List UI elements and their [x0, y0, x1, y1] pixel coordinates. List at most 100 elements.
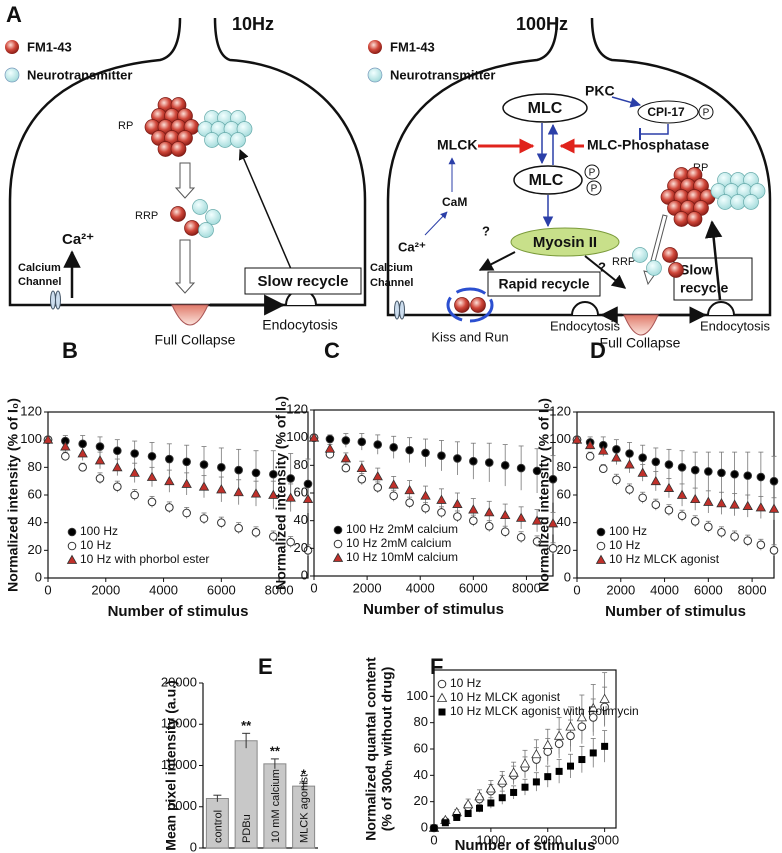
point: [112, 462, 123, 472]
phospho: [586, 180, 602, 196]
legend-label: 10 Hz 10mM calcium: [346, 550, 458, 564]
x-tick-label: 6000: [207, 582, 236, 597]
point: [677, 463, 687, 472]
arrow: [611, 96, 642, 108]
nt-vesicle: [632, 247, 648, 263]
calcium-channel: [394, 300, 405, 320]
y-axis-label: Normalized quantal content: [363, 657, 379, 841]
point: [677, 511, 687, 521]
label: Ca²⁺: [62, 231, 94, 248]
point: [484, 521, 494, 531]
point: [303, 479, 313, 489]
point: [233, 486, 244, 497]
arrow: [424, 211, 448, 236]
y-tick-label: 60: [28, 486, 42, 501]
y-tick-label: 40: [28, 514, 42, 529]
point: [588, 713, 598, 722]
label: Calcium: [370, 262, 413, 274]
point: [453, 454, 462, 463]
point: [436, 494, 447, 504]
y-tick-label: 60: [294, 484, 308, 499]
y-tick-label: 40: [294, 512, 308, 527]
point: [544, 773, 552, 781]
point: [130, 490, 139, 500]
point: [468, 504, 479, 514]
bouton-outline: [386, 17, 772, 317]
y-axis-label: Normalized intensity (% of I₀): [273, 396, 289, 590]
diagram-10hz: A 10Hz FM1-43 Neurotransmitter RP RRP Ca…: [4, 2, 367, 348]
legend-marker: [333, 525, 343, 535]
x-tick-label: 0: [573, 582, 580, 597]
label: RRP: [612, 256, 635, 268]
point: [129, 467, 140, 477]
point: [516, 463, 526, 473]
point: [286, 537, 295, 547]
x-axis-label: Number of stimulus: [455, 837, 596, 853]
y-tick-label: 20000: [161, 674, 197, 689]
y-tick-label: 0: [190, 839, 197, 853]
legend-label: 100 Hz: [80, 524, 118, 538]
y-tick-label: 10000: [161, 757, 197, 772]
label: RRP: [135, 210, 158, 222]
y-tick-label: 0: [301, 567, 308, 582]
point: [601, 742, 609, 750]
point: [704, 522, 713, 532]
point: [542, 739, 553, 749]
x-tick-label: 8000: [265, 582, 294, 597]
x-tick-label: 4000: [149, 582, 178, 597]
label: MLC: [529, 172, 564, 189]
category-label: control: [212, 810, 224, 843]
point: [216, 484, 227, 494]
node: [510, 227, 620, 257]
y-tick-label: 100: [406, 688, 428, 703]
fm-vesicle: [662, 247, 678, 263]
point: [146, 471, 158, 481]
y-axis-label: Mean pixel intensity (a.u.): [163, 680, 179, 850]
legend-marker: [67, 541, 77, 551]
point: [372, 471, 383, 481]
point: [165, 503, 174, 512]
point: [182, 508, 191, 518]
hollow-arrow: [174, 162, 196, 199]
nt-vesicle: [646, 260, 662, 276]
vesicles: [144, 97, 766, 313]
panel-label: F: [430, 654, 443, 679]
kiss-run-cycle: [446, 287, 494, 323]
point: [388, 479, 399, 489]
calcium-channel: [50, 290, 61, 310]
label: CPI-17: [647, 105, 685, 119]
point: [717, 468, 726, 478]
legend-label: 10 Hz: [609, 538, 640, 552]
point: [598, 445, 609, 455]
point: [421, 503, 430, 513]
point: [340, 453, 352, 463]
y-tick-label: 80: [294, 457, 308, 472]
point: [543, 747, 553, 756]
point: [217, 518, 226, 527]
point: [638, 493, 647, 503]
point: [650, 475, 661, 486]
point: [500, 527, 510, 537]
point: [469, 516, 478, 525]
point: [285, 492, 296, 502]
point: [547, 518, 559, 528]
y-tick-label: 100: [286, 429, 308, 444]
point: [638, 453, 647, 462]
label: MLC: [528, 100, 563, 117]
x-tick-label: 3000: [590, 832, 619, 847]
endocytosis-pit: [571, 301, 599, 316]
point: [357, 437, 367, 447]
legend-text: Neurotransmitter: [390, 67, 495, 82]
point: [600, 702, 609, 712]
point: [42, 434, 54, 444]
label: Endocytosis: [700, 318, 771, 333]
point: [94, 455, 106, 465]
point: [181, 478, 192, 488]
legend-label: 10 Hz: [450, 676, 481, 690]
y-tick-label: 0: [564, 569, 571, 584]
x-tick-label: 0: [44, 582, 51, 597]
label: MLC-Phosphatase: [587, 137, 709, 153]
point: [521, 783, 529, 791]
